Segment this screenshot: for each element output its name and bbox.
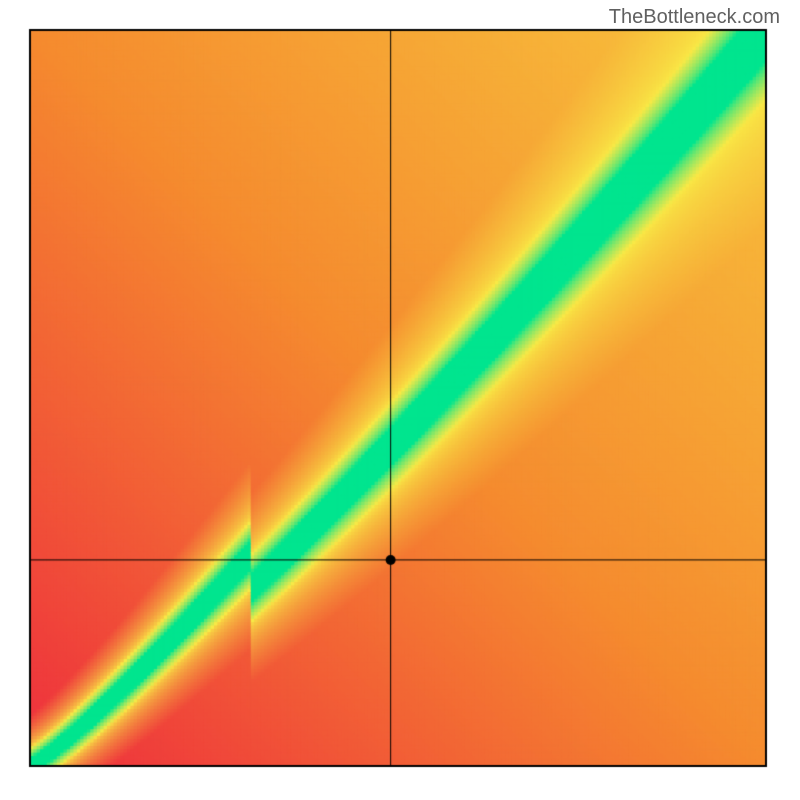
bottleneck-heatmap bbox=[0, 0, 800, 800]
watermark-text: TheBottleneck.com bbox=[609, 6, 780, 29]
chart-container: TheBottleneck.com bbox=[0, 0, 800, 800]
